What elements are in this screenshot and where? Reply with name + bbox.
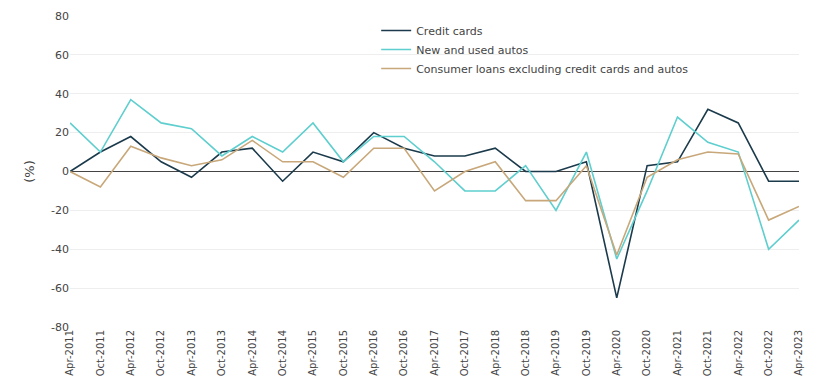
svg-text:Credit cards: Credit cards	[416, 25, 483, 38]
svg-text:Apr-2016: Apr-2016	[368, 330, 379, 376]
svg-text:Apr-2023: Apr-2023	[793, 330, 804, 376]
svg-text:80: 80	[55, 10, 69, 23]
svg-text:Apr-2012: Apr-2012	[125, 330, 136, 376]
svg-text:-20: -20	[51, 204, 69, 217]
svg-text:Oct-2014: Oct-2014	[277, 330, 288, 376]
svg-text:Oct-2016: Oct-2016	[398, 330, 409, 376]
svg-text:Apr-2018: Apr-2018	[490, 330, 501, 376]
svg-text:Apr-2011: Apr-2011	[64, 330, 75, 376]
svg-text:Oct-2011: Oct-2011	[95, 330, 106, 376]
svg-text:0: 0	[62, 165, 69, 178]
svg-text:Oct-2022: Oct-2022	[763, 330, 774, 376]
svg-text:Oct-2021: Oct-2021	[702, 330, 713, 376]
svg-text:-60: -60	[51, 282, 69, 295]
svg-text:(%): (%)	[22, 160, 37, 183]
svg-text:20: 20	[55, 126, 69, 139]
svg-text:40: 40	[55, 88, 69, 101]
svg-text:-40: -40	[51, 243, 69, 256]
svg-text:Oct-2020: Oct-2020	[641, 330, 652, 376]
svg-text:Apr-2014: Apr-2014	[247, 330, 258, 376]
svg-text:Oct-2018: Oct-2018	[520, 330, 531, 376]
svg-text:Apr-2021: Apr-2021	[672, 330, 683, 376]
svg-text:Consumer loans excluding credi: Consumer loans excluding credit cards an…	[416, 63, 688, 76]
svg-text:Oct-2015: Oct-2015	[338, 330, 349, 376]
svg-text:-80: -80	[51, 321, 69, 334]
svg-text:Apr-2013: Apr-2013	[186, 330, 197, 376]
svg-text:New and used autos: New and used autos	[416, 44, 528, 57]
svg-text:Apr-2015: Apr-2015	[307, 330, 318, 376]
svg-text:Apr-2017: Apr-2017	[429, 330, 440, 376]
svg-text:Apr-2022: Apr-2022	[733, 330, 744, 376]
svg-text:Oct-2017: Oct-2017	[459, 330, 470, 376]
svg-text:Apr-2019: Apr-2019	[550, 330, 561, 376]
svg-text:Oct-2019: Oct-2019	[581, 330, 592, 376]
svg-text:60: 60	[55, 49, 69, 62]
svg-text:Oct-2012: Oct-2012	[155, 330, 166, 376]
svg-text:Oct-2013: Oct-2013	[216, 330, 227, 376]
svg-text:Apr-2020: Apr-2020	[611, 330, 622, 376]
